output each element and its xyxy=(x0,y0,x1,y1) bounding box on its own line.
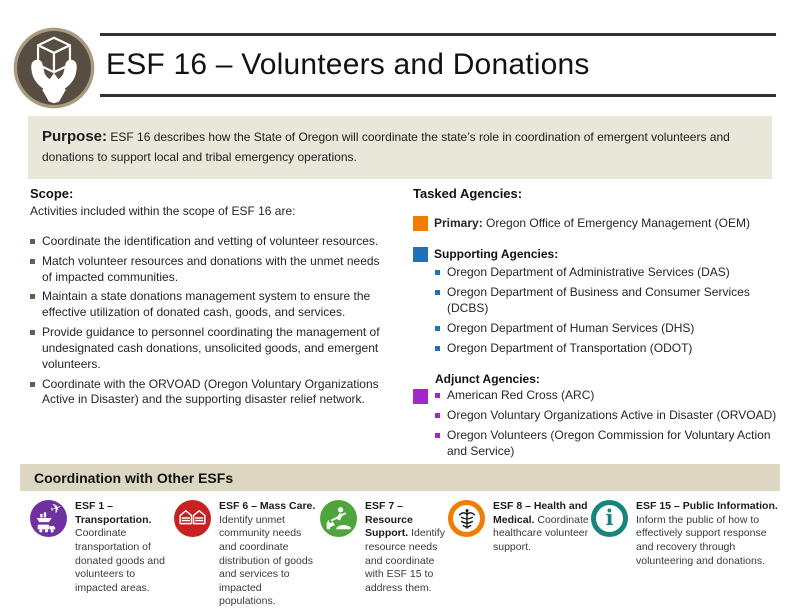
esf-15-item: i ESF 15 – Public Information. Inform th… xyxy=(591,500,778,609)
hands-holding-box-icon xyxy=(12,26,96,110)
scope-section: Scope: Activities included within the sc… xyxy=(30,186,392,412)
coordination-header-bar: Coordination with Other ESFs xyxy=(20,464,780,491)
public-information-icon: i xyxy=(591,500,628,537)
esf-1-text: ESF 1 – Transportation. Coordinate trans… xyxy=(75,500,165,594)
mass-care-icon xyxy=(174,500,211,537)
list-item: Oregon Voluntary Organizations Active in… xyxy=(435,408,785,424)
resource-support-icon xyxy=(320,500,357,537)
purpose-box: Purpose: ESF 16 describes how the State … xyxy=(28,116,772,179)
list-item: Oregon Volunteers (Oregon Commission for… xyxy=(435,428,785,460)
transportation-icon: ✈ xyxy=(30,500,67,537)
primary-agency: Oregon Office of Emergency Management (O… xyxy=(486,216,750,230)
esf-1-item: ✈ ESF 1 – Transportation. Coordinate tra… xyxy=(30,500,174,609)
scope-list: Coordinate the identification and vettin… xyxy=(30,234,392,408)
adjunct-heading: Adjunct Agencies: xyxy=(435,372,540,387)
esf-6-text: ESF 6 – Mass Care. Identify unmet commun… xyxy=(219,500,316,608)
list-item: Coordinate with the ORVOAD (Oregon Volun… xyxy=(30,377,392,409)
list-item: American Red Cross (ARC) xyxy=(435,388,785,404)
purpose-text: ESF 16 describes how the State of Oregon… xyxy=(42,130,730,165)
esf-7-item: ESF 7 – Resource Support. Identify resou… xyxy=(320,500,448,609)
supporting-heading: Supporting Agencies: xyxy=(434,246,559,261)
adjunct-agencies-block: Adjunct Agencies: American Red Cross (AR… xyxy=(413,372,785,459)
primary-agency-row: Primary: Oregon Office of Emergency Mana… xyxy=(413,216,785,232)
esf-15-text: ESF 15 – Public Information. Inform the … xyxy=(636,500,778,567)
tasked-agencies-section: Tasked Agencies: Primary: Oregon Office … xyxy=(413,186,785,464)
primary-label: Primary: xyxy=(434,216,483,230)
list-item: Oregon Department of Administrative Serv… xyxy=(435,265,785,281)
list-item: Match volunteer resources and donations … xyxy=(30,254,392,286)
adjunct-agencies-list: American Red Cross (ARC) Oregon Voluntar… xyxy=(435,388,785,459)
coordination-heading: Coordination with Other ESFs xyxy=(34,469,234,486)
coordination-esf-row: ✈ ESF 1 – Transportation. Coordinate tra… xyxy=(30,500,778,609)
list-item: Oregon Department of Human Services (DHS… xyxy=(435,321,785,337)
supporting-agencies-block: Supporting Agencies: Oregon Department o… xyxy=(413,246,785,357)
esf-8-item: ESF 8 – Health and Medical. Coordinate h… xyxy=(448,500,591,609)
adjunct-color-swatch xyxy=(413,389,428,405)
tasked-agencies-heading: Tasked Agencies: xyxy=(413,186,523,201)
list-item: Oregon Department of Transportation (ODO… xyxy=(435,341,785,357)
list-item: Oregon Department of Business and Consum… xyxy=(435,285,785,317)
supporting-heading-row: Supporting Agencies: xyxy=(413,246,785,263)
list-item: Coordinate the identification and vettin… xyxy=(30,234,392,250)
esf-6-item: ESF 6 – Mass Care. Identify unmet commun… xyxy=(174,500,320,609)
esf-8-text: ESF 8 – Health and Medical. Coordinate h… xyxy=(493,500,589,553)
supporting-agencies-list: Oregon Department of Administrative Serv… xyxy=(435,265,785,356)
health-medical-icon xyxy=(448,500,485,537)
scope-intro: Activities included within the scope of … xyxy=(30,204,296,218)
scope-heading: Scope: xyxy=(30,186,74,201)
primary-agency-text: Primary: Oregon Office of Emergency Mana… xyxy=(434,216,750,232)
page-title: ESF 16 – Volunteers and Donations xyxy=(106,48,590,81)
svg-text:✈: ✈ xyxy=(49,501,64,519)
list-item: Provide guidance to personnel coordinati… xyxy=(30,325,392,372)
esf-7-text: ESF 7 – Resource Support. Identify resou… xyxy=(365,500,445,594)
primary-color-swatch xyxy=(413,216,428,231)
page-header: ESF 16 – Volunteers and Donations xyxy=(100,33,776,97)
purpose-label: Purpose: xyxy=(42,128,108,145)
supporting-color-swatch xyxy=(413,246,428,262)
list-item: Maintain a state donations management sy… xyxy=(30,289,392,321)
